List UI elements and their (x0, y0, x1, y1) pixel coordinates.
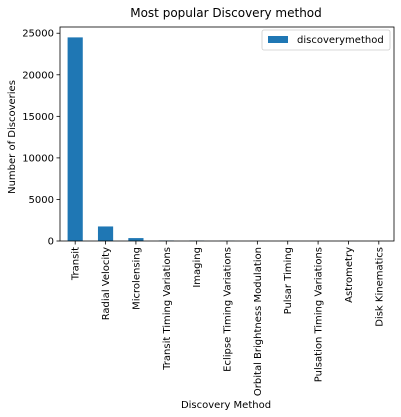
chart-title: Most popular Discovery method (130, 6, 322, 20)
x-tick-label: Pulsation Timing Variations (314, 247, 325, 382)
y-tick-label: 20000 (22, 70, 54, 81)
legend: discoverymethod (261, 29, 391, 51)
y-tick-label: 15000 (22, 112, 54, 123)
bar (97, 226, 114, 241)
y-tick-label: 5000 (29, 195, 54, 206)
legend-label: discoverymethod (297, 35, 384, 46)
bar (67, 37, 83, 241)
x-tick-label: Eclipse Timing Variations (223, 247, 234, 372)
legend-box (261, 29, 391, 51)
axes-frame (59, 26, 395, 242)
legend-swatch (268, 36, 288, 43)
x-tick-label: Orbital Brightness Modulation (253, 247, 264, 396)
y-tick-label: 25000 (22, 29, 54, 40)
x-tick-label: Astrometry (344, 247, 355, 303)
x-tick-label: Transit Timing Variations (162, 247, 173, 371)
x-tick-label: Microlensing (131, 247, 142, 310)
y-tick-label: 10000 (22, 153, 54, 164)
y-axis-label: Number of Discoveries (7, 80, 18, 194)
x-tick-label: Pulsar Timing (283, 247, 294, 314)
x-tick-label: Radial Velocity (101, 247, 112, 320)
bar (128, 238, 144, 241)
x-tick-label: Imaging (192, 247, 203, 288)
x-tick-label: Transit (71, 247, 82, 281)
y-tick-label: 0 (48, 237, 54, 248)
x-tick-label: Disk Kinematics (374, 247, 385, 327)
x-axis-label: Discovery Method (181, 400, 271, 411)
plot-area: 0 5000 10000 15000 20000 25000 Transit Radial V… (22, 29, 387, 396)
